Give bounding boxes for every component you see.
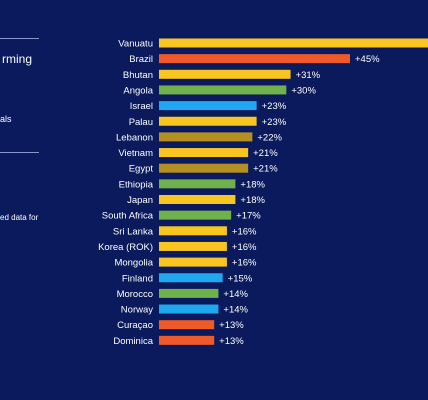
bar [159, 38, 428, 48]
value-label: +18% [240, 179, 265, 190]
bar [159, 101, 257, 111]
bar [159, 116, 257, 126]
value-label: +16% [232, 226, 257, 237]
side-divider-bottom [0, 152, 39, 153]
value-label: +13% [219, 320, 244, 331]
category-label: Japan [127, 195, 153, 206]
category-label: Finland [122, 273, 153, 284]
category-label: Angola [123, 85, 153, 96]
bar [159, 320, 215, 330]
side-footnote-fragment: ed data for [0, 213, 39, 222]
value-label: +31% [296, 70, 321, 81]
value-label: +21% [253, 148, 278, 159]
value-label: +17% [236, 211, 261, 222]
category-label: Dominica [113, 336, 153, 347]
bar [159, 210, 232, 220]
bar [159, 54, 350, 64]
bar [159, 163, 249, 173]
category-label: Vietnam [118, 148, 153, 159]
value-label: +21% [253, 164, 278, 175]
category-label: Egypt [129, 164, 154, 175]
category-label: Ethiopia [119, 179, 154, 190]
side-note-fragment: als [0, 114, 12, 124]
side-heading-fragment: rming [2, 52, 33, 66]
bar [159, 85, 287, 95]
value-label: +18% [240, 195, 265, 206]
category-label: Bhutan [123, 70, 153, 81]
bar [159, 335, 215, 345]
value-label: +13% [219, 336, 244, 347]
bar [159, 148, 249, 158]
bar [159, 257, 227, 267]
category-label: Norway [121, 305, 153, 316]
category-label: Brazil [129, 54, 153, 65]
value-label: +14% [223, 289, 248, 300]
category-label: South Africa [102, 211, 154, 222]
category-label: Sri Lanka [113, 226, 154, 237]
value-label: +30% [291, 85, 316, 96]
bar [159, 195, 236, 204]
bar [159, 304, 219, 314]
bar [159, 226, 227, 236]
bar [159, 69, 291, 79]
value-label: +16% [232, 242, 257, 253]
value-label: +16% [232, 258, 257, 269]
value-label: +22% [257, 132, 282, 143]
category-label: Lebanon [116, 132, 153, 143]
value-label: +23% [262, 117, 287, 128]
bar [159, 132, 253, 142]
bar [159, 179, 236, 189]
bar [159, 241, 227, 251]
bar [159, 288, 219, 298]
category-label: Mongolia [114, 258, 153, 269]
bar [159, 273, 223, 283]
category-label: Palau [129, 117, 153, 128]
side-divider-top [0, 38, 39, 39]
value-label: +14% [223, 305, 248, 316]
category-label: Korea (ROK) [98, 242, 153, 253]
category-label: Israel [130, 101, 153, 112]
value-label: +45% [355, 54, 380, 65]
value-label: +15% [228, 273, 253, 284]
category-label: Curaçao [117, 320, 153, 331]
value-label: +23% [262, 101, 287, 112]
category-label: Morocco [117, 289, 153, 300]
category-label: Vanuatu [118, 39, 153, 50]
